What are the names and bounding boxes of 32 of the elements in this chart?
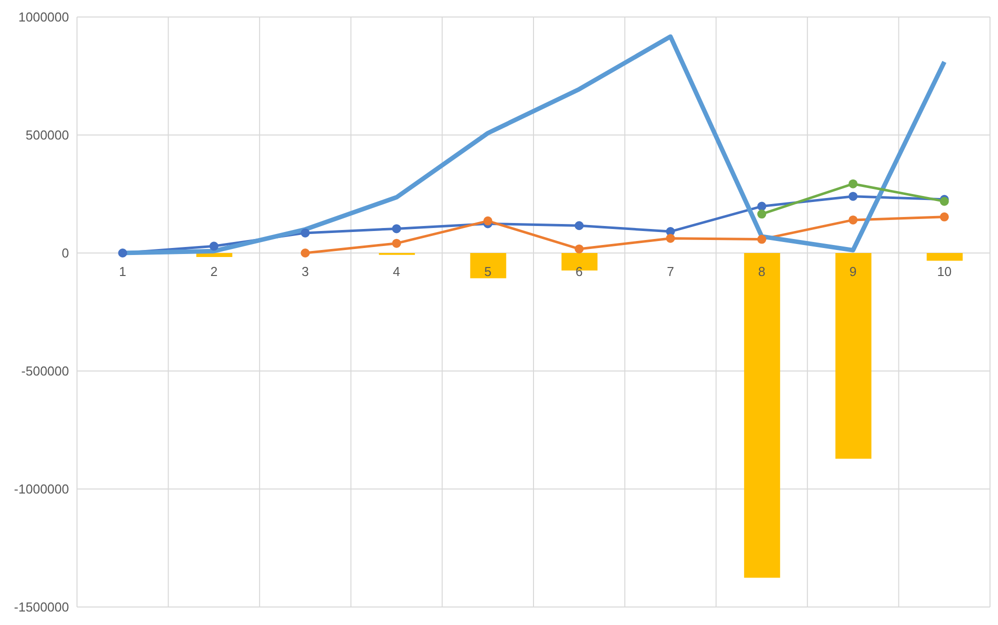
x-tick-label: 3 [302, 264, 309, 279]
point [757, 210, 766, 219]
y-tick-label: 500000 [26, 128, 69, 143]
point [757, 234, 766, 244]
x-tick-label: 8 [758, 264, 766, 279]
point [392, 224, 402, 234]
point [848, 215, 858, 224]
y-tick-label: -1000000 [14, 482, 69, 497]
y-tick-label: 0 [62, 246, 69, 261]
x-tick-label: 1 [119, 264, 126, 279]
point [483, 216, 492, 226]
point [848, 192, 858, 201]
point [940, 212, 949, 222]
point [300, 228, 310, 238]
point [574, 221, 584, 230]
point [118, 248, 128, 258]
point [209, 242, 218, 251]
point [757, 202, 766, 211]
point [300, 248, 310, 258]
point [392, 238, 402, 248]
y-tick-label: -1500000 [14, 600, 69, 615]
point [666, 234, 675, 243]
y-tick-label: 1000000 [18, 10, 69, 25]
point [574, 244, 584, 254]
x-tick-label: 4 [392, 264, 400, 279]
x-tick-label: 2 [210, 264, 218, 279]
y-tick-label: -500000 [21, 364, 69, 379]
x-tick-label: 9 [849, 264, 857, 279]
point [848, 179, 858, 188]
x-tick-label: 5 [484, 264, 492, 279]
x-tick-label: 10 [937, 264, 952, 279]
x-tick-label: 7 [666, 264, 674, 279]
